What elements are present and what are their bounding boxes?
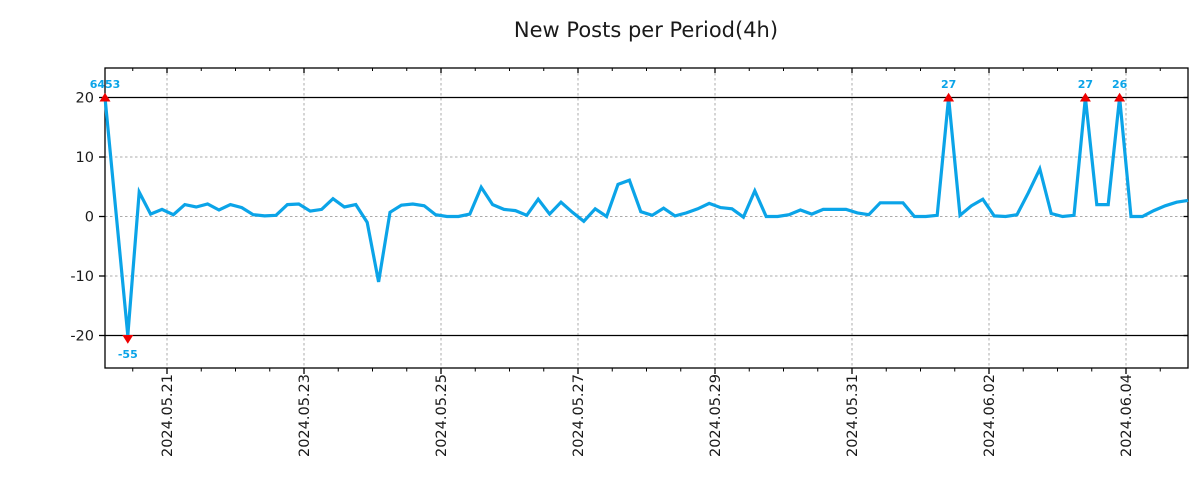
chart-title: New Posts per Period(4h) [514,18,778,42]
x-tick-label: 2024.05.31 [845,374,861,457]
x-tick-label: 2024.05.21 [160,374,176,457]
max-value-label: 27 [941,78,956,91]
max-marker-triangle [943,92,955,102]
min-value-label: -55 [118,348,138,361]
axes-border [104,67,1189,369]
x-tick-label: 2024.05.29 [708,374,724,457]
x-tick-label: 2024.05.23 [297,374,313,457]
y-tick-label: -10 [70,269,94,285]
y-tick-label: -20 [70,329,94,345]
x-tick-label: 2024.05.27 [571,374,587,457]
posts-line [103,97,1189,336]
max-value-label: 6453 [90,78,121,91]
y-tick-label: 20 [76,91,94,107]
max-marker-triangle [1079,92,1091,102]
x-tick-label: 2024.06.04 [1119,374,1135,457]
x-tick-label: 2024.06.02 [982,374,998,457]
max-value-label: 27 [1078,78,1093,91]
max-marker-triangle [1114,92,1126,102]
max-marker-triangle [99,92,111,102]
max-value-label: 26 [1112,78,1128,91]
plot-area: 20 10 0 -10 -20 2024.05.21 2024.05.23 2024.05.2… [70,67,1189,457]
y-tick-label: 0 [85,210,94,226]
x-tick-label: 2024.05.25 [434,374,450,457]
y-tick-label: 10 [76,150,94,166]
min-marker-triangle [122,335,134,344]
